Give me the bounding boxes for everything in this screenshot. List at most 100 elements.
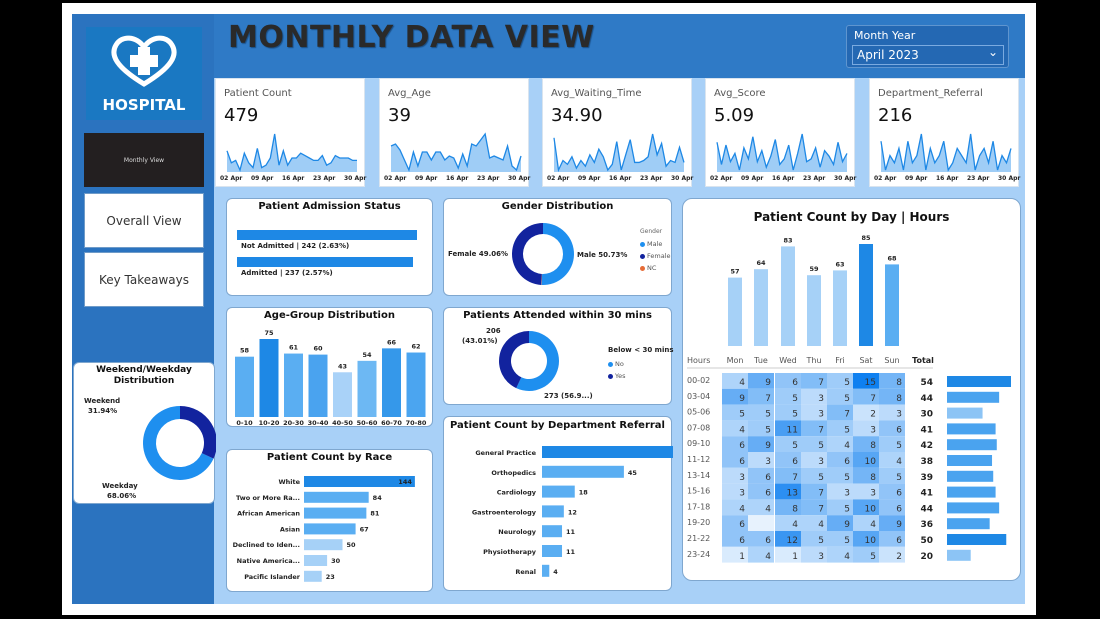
kpi-axis-label: 23 Apr — [477, 175, 500, 182]
heatmap-cell — [748, 436, 774, 452]
day-value-label: 64 — [756, 259, 766, 267]
race-bar — [304, 523, 356, 535]
nav-monthly-view[interactable]: Monthly View — [84, 133, 204, 187]
heatmap-cell — [748, 499, 774, 516]
kpi-value: 216 — [878, 105, 913, 126]
heatmap-row-label: 09-10 — [687, 439, 710, 448]
department-card: Patient Count by Department Referral Gen… — [443, 416, 673, 591]
heatmap-cell-value: 3 — [818, 552, 824, 562]
heatmap-cell — [775, 531, 801, 547]
kpi-axis-label: 16 Apr — [609, 175, 632, 182]
heatmap-cell-value: 5 — [896, 441, 902, 451]
logo-text: HOSPITAL — [102, 96, 186, 114]
heatmap-cell — [722, 467, 748, 484]
month-year-dropdown[interactable]: April 2023 ⌄ — [852, 45, 1004, 65]
heatmap-cell — [748, 515, 774, 531]
race-bar — [304, 507, 367, 519]
day-value-label: 63 — [835, 260, 844, 268]
race-value-label: 84 — [373, 494, 383, 502]
heatmap-row-label: 13-14 — [687, 471, 710, 480]
kpi-value: 479 — [224, 105, 259, 126]
sparkline-area — [227, 134, 357, 172]
heatmap-cell-value: 4 — [896, 457, 902, 467]
age-value-label: 75 — [264, 329, 274, 337]
heatmap-cell-value: 4 — [844, 441, 850, 451]
heatmap-cell-value: 7 — [818, 378, 824, 388]
race-value-label: 67 — [360, 525, 369, 533]
heatmap-cell-value: 3 — [870, 489, 876, 499]
race-bar — [304, 570, 322, 582]
heatmap-cell — [853, 436, 879, 452]
weekend-card: Weekend/Weekday Distribution Weekend 31.… — [73, 362, 216, 504]
admission-bar — [237, 257, 414, 267]
attended-slice — [516, 331, 559, 391]
attended-slice — [499, 331, 529, 389]
heatmap-cell-value: 9 — [896, 520, 902, 530]
age-bar — [333, 372, 352, 417]
heatmap-cell-value: 6 — [896, 536, 902, 546]
heatmap-cell-value: 3 — [818, 394, 824, 404]
heatmap-cell — [853, 420, 879, 437]
kpi-label: Department_Referral — [878, 88, 983, 99]
day-bar — [859, 244, 873, 346]
hospital-logo: HOSPITAL — [86, 27, 202, 120]
heatmap-cell — [722, 436, 748, 452]
legend-item[interactable]: Yes — [608, 370, 626, 382]
heatmap-row-label: 03-04 — [687, 392, 710, 401]
heatmap-cell — [722, 452, 748, 468]
heatmap-cell — [853, 467, 879, 484]
heatmap-total: 36 — [920, 520, 933, 530]
heatmap-total: 30 — [920, 410, 933, 420]
sparkline-line — [226, 133, 357, 172]
legend-item[interactable]: Male — [640, 238, 671, 250]
kpi-sparkline — [226, 133, 357, 172]
heatmap-cell — [853, 515, 879, 531]
heatmap-cell-value: 3 — [818, 410, 824, 420]
heatmap-row-label: 21-22 — [687, 534, 710, 543]
heatmap-cell-value: 6 — [844, 457, 850, 467]
heatmap-cell — [827, 467, 853, 484]
weekend-pct: 31.94% — [88, 407, 118, 415]
heatmap-total-bar — [947, 486, 996, 498]
heatmap-cell — [827, 373, 853, 389]
heatmap-cell-value: 10 — [865, 536, 877, 546]
race-category-label: White — [278, 478, 300, 486]
card-title: Weekend/Weekday Distribution — [96, 365, 192, 386]
heatmap-total: 39 — [920, 473, 933, 483]
kpi-axis-label: 16 Apr — [936, 175, 959, 182]
race-value-label: 30 — [331, 557, 341, 565]
heatmap-cell-value: 5 — [765, 425, 771, 435]
gender-slice — [541, 223, 574, 285]
heatmap-cell-value: 7 — [818, 489, 824, 499]
nav-key-takeaways[interactable]: Key Takeaways — [84, 252, 204, 307]
heatmap-total-bar — [947, 549, 971, 561]
heatmap-cell — [879, 531, 905, 547]
heatmap-cell-value: 3 — [739, 473, 745, 483]
kpi-card: Patient Count 479 02 Apr 09 Apr 16 Apr 23 Apr… — [215, 78, 366, 187]
heatmap-cell-value: 9 — [765, 441, 771, 451]
card-title: Gender Distribution — [501, 201, 614, 212]
heatmap-cell — [879, 420, 905, 437]
heatmap-cell — [722, 483, 748, 500]
dept-category-label: Orthopedics — [491, 469, 536, 477]
kpi-card: Avg_Score 5.09 02 Apr 09 Apr 16 Apr 23 Apr 30 … — [705, 78, 857, 187]
heatmap-total-bar — [947, 534, 1007, 545]
legend-item[interactable]: No — [608, 358, 626, 370]
kpi-axis-label: 09 Apr — [741, 175, 764, 182]
heatmap-cell — [775, 467, 801, 484]
heatmap-cell — [879, 436, 905, 452]
kpi-axis-label: 30 Apr — [834, 175, 857, 182]
heatmap-cell-value: 6 — [896, 425, 902, 435]
legend-item[interactable]: Female — [640, 250, 671, 262]
dept-bar — [542, 446, 673, 458]
legend-item[interactable]: NC — [640, 262, 671, 274]
heatmap-cell — [775, 452, 801, 468]
heatmap-cell — [748, 388, 774, 405]
heatmap-total: 20 — [920, 552, 933, 562]
card-title: Patient Count by Day | Hours — [753, 210, 950, 224]
heatmap-cell — [775, 420, 801, 437]
day-bar — [781, 246, 795, 346]
nav-overall-view[interactable]: Overall View — [84, 193, 204, 248]
heatmap-cell-value: 5 — [818, 536, 824, 546]
heatmap-total-bar — [947, 376, 1011, 387]
